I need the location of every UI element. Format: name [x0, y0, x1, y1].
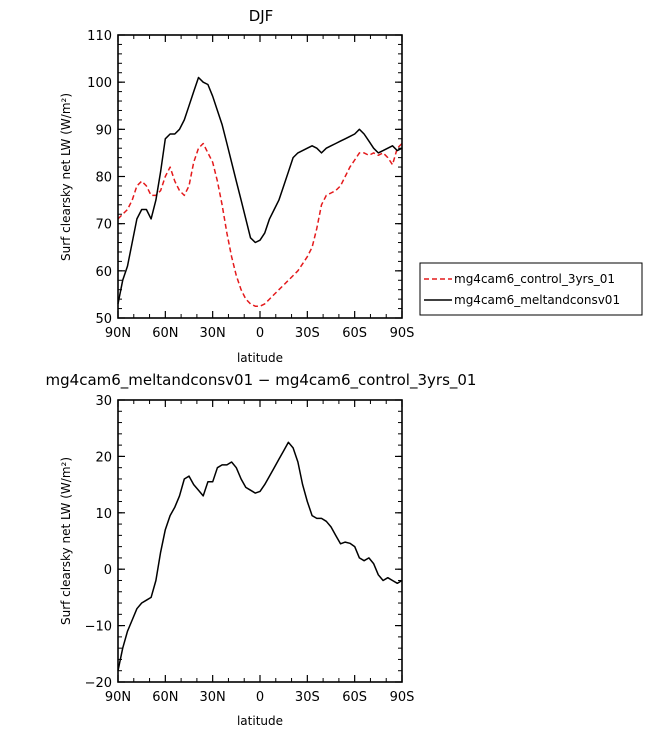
- top-y-tick-label: 50: [95, 312, 112, 327]
- top-x-tick-label: 90S: [390, 326, 415, 341]
- top-x-tick-label: 30S: [295, 326, 320, 341]
- top-chart-title: DJF: [249, 7, 274, 25]
- legend: mg4cam6_control_3yrs_01 mg4cam6_meltandc…: [419, 262, 643, 316]
- bottom-x-tick-label: 30S: [295, 690, 320, 705]
- top-ticks: [117, 34, 403, 319]
- top-x-tick-label: 60N: [152, 326, 178, 341]
- bottom-y-axis-title: Surf clearsky net LW (W/m²): [59, 457, 73, 625]
- top-y-tick-label: 100: [87, 76, 112, 91]
- top-y-tick-label: 110: [87, 29, 112, 44]
- bottom-chart-title: mg4cam6_meltandconsv01 − mg4cam6_control…: [46, 371, 477, 390]
- top-series: [117, 76, 403, 307]
- top-plot-frame: [117, 34, 403, 319]
- bottom-panel: mg4cam6_meltandconsv01 − mg4cam6_control…: [46, 371, 477, 728]
- top-panel: DJF 90N 60N 30N 0 30S 60S 90S 50 60 70 80 90 100 110…: [59, 7, 414, 365]
- bottom-x-tick-labels: 90N 60N 30N 0 30S 60S 90S: [105, 690, 415, 705]
- bottom-x-tick-label: 60S: [342, 690, 367, 705]
- top-y-tick-label: 90: [95, 123, 112, 138]
- bottom-y-tick-labels: −20 −10 0 10 20 30: [85, 394, 112, 691]
- top-x-tick-label: 60S: [342, 326, 367, 341]
- bottom-series-line-0: [117, 441, 403, 671]
- bottom-x-tick-label: 90N: [105, 690, 131, 705]
- bottom-plot-frame: [117, 399, 403, 683]
- top-x-axis-title: latitude: [237, 351, 283, 365]
- legend-label-control: mg4cam6_control_3yrs_01: [454, 272, 615, 286]
- bottom-x-tick-label: 60N: [152, 690, 178, 705]
- top-series-line-1: [117, 76, 403, 305]
- top-y-tick-label: 80: [95, 171, 112, 186]
- top-x-tick-labels: 90N 60N 30N 0 30S 60S 90S: [105, 326, 415, 341]
- bottom-y-tick-label: 10: [95, 507, 112, 522]
- top-x-tick-label: 90N: [105, 326, 131, 341]
- bottom-x-tick-label: 30N: [200, 690, 226, 705]
- top-x-tick-label: 0: [256, 326, 264, 341]
- top-series-line-0: [117, 142, 403, 307]
- top-y-tick-labels: 50 60 70 80 90 100 110: [87, 29, 112, 327]
- top-y-tick-label: 70: [95, 218, 112, 233]
- bottom-y-tick-label: 0: [104, 563, 112, 578]
- legend-box: [419, 262, 643, 316]
- legend-label-meltandconsv: mg4cam6_meltandconsv01: [454, 293, 620, 307]
- top-y-axis-title: Surf clearsky net LW (W/m²): [59, 93, 73, 261]
- bottom-series: [117, 441, 403, 671]
- bottom-x-tick-label: 0: [256, 690, 264, 705]
- bottom-y-tick-label: 20: [95, 450, 112, 465]
- bottom-x-tick-label: 90S: [390, 690, 415, 705]
- bottom-x-axis-title: latitude: [237, 714, 283, 728]
- top-x-tick-label: 30N: [200, 326, 226, 341]
- bottom-y-tick-label: 30: [95, 394, 112, 409]
- bottom-ticks: [117, 399, 403, 683]
- bottom-y-tick-label: −20: [85, 676, 112, 691]
- top-y-tick-label: 60: [95, 265, 112, 280]
- bottom-y-tick-label: −10: [85, 620, 112, 635]
